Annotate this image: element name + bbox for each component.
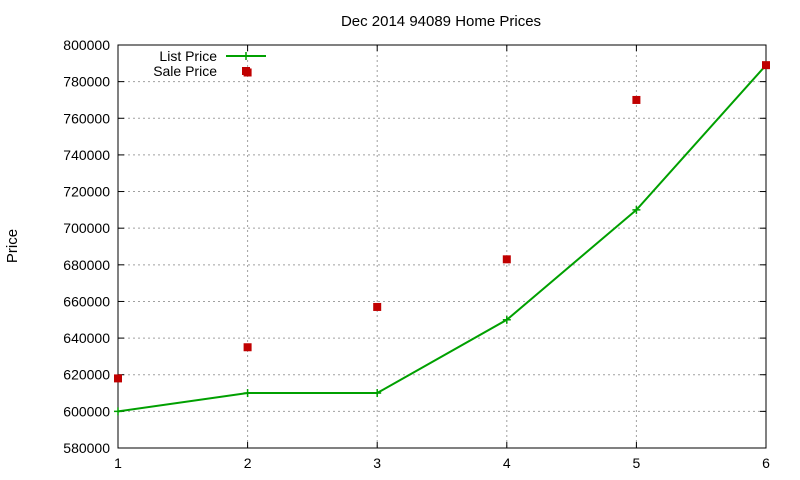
y-tick-label: 640000 (63, 330, 110, 346)
x-tick-label: 3 (373, 455, 381, 471)
y-tick-label: 740000 (63, 147, 110, 163)
y-tick-label: 700000 (63, 220, 110, 236)
y-axis-label: Price (4, 229, 21, 263)
x-tick-label: 1 (114, 455, 122, 471)
legend-label-list-price: List Price (159, 48, 217, 64)
y-tick-label: 780000 (63, 74, 110, 90)
list-price-point (373, 389, 382, 398)
y-tick-label: 600000 (63, 403, 110, 419)
x-tick-label: 2 (244, 455, 252, 471)
y-tick-label: 580000 (63, 440, 110, 456)
y-tick-label: 680000 (63, 257, 110, 273)
sale-price-point (762, 61, 770, 70)
series-1 (114, 61, 770, 383)
sale-price-point (114, 374, 122, 383)
x-tick-label: 6 (762, 455, 770, 471)
y-tick-label: 800000 (63, 37, 110, 53)
list-price-point (502, 315, 511, 324)
y-tick-label: 760000 (63, 110, 110, 126)
sale-price-point (632, 95, 641, 104)
y-tick-label: 660000 (63, 293, 110, 309)
sale-price-point (373, 302, 382, 311)
y-tick-label: 720000 (63, 184, 110, 200)
axis-ticks (117, 44, 767, 449)
sale-price-point (502, 255, 511, 264)
sale-price-point (243, 343, 252, 352)
list-price-point (242, 52, 250, 60)
series (114, 61, 770, 416)
x-tick-label: 5 (633, 455, 641, 471)
tick-labels: 580000 600000 620000 640000 660000 680000 7000… (63, 37, 770, 471)
list-price-line (117, 64, 767, 413)
legend: List Price Sale Price (153, 48, 266, 79)
legend-label-sale-price: Sale Price (153, 63, 217, 79)
chart-title: Dec 2014 94089 Home Prices (341, 13, 541, 30)
sale-price-point (242, 67, 250, 75)
series-0 (114, 61, 770, 416)
list-price-point (114, 407, 122, 416)
plot-frame (117, 44, 767, 449)
y-tick-label: 620000 (63, 367, 110, 383)
list-price-point (243, 389, 252, 398)
x-tick-label: 4 (503, 455, 511, 471)
list-price-point (632, 205, 641, 214)
grid-lines (118, 45, 766, 448)
